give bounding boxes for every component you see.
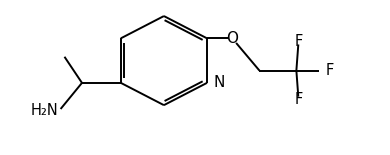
Text: H₂N: H₂N bbox=[31, 103, 58, 118]
Text: F: F bbox=[294, 92, 302, 107]
Text: O: O bbox=[226, 31, 238, 46]
Text: F: F bbox=[326, 63, 334, 78]
Text: F: F bbox=[294, 34, 302, 49]
Text: N: N bbox=[214, 75, 225, 90]
